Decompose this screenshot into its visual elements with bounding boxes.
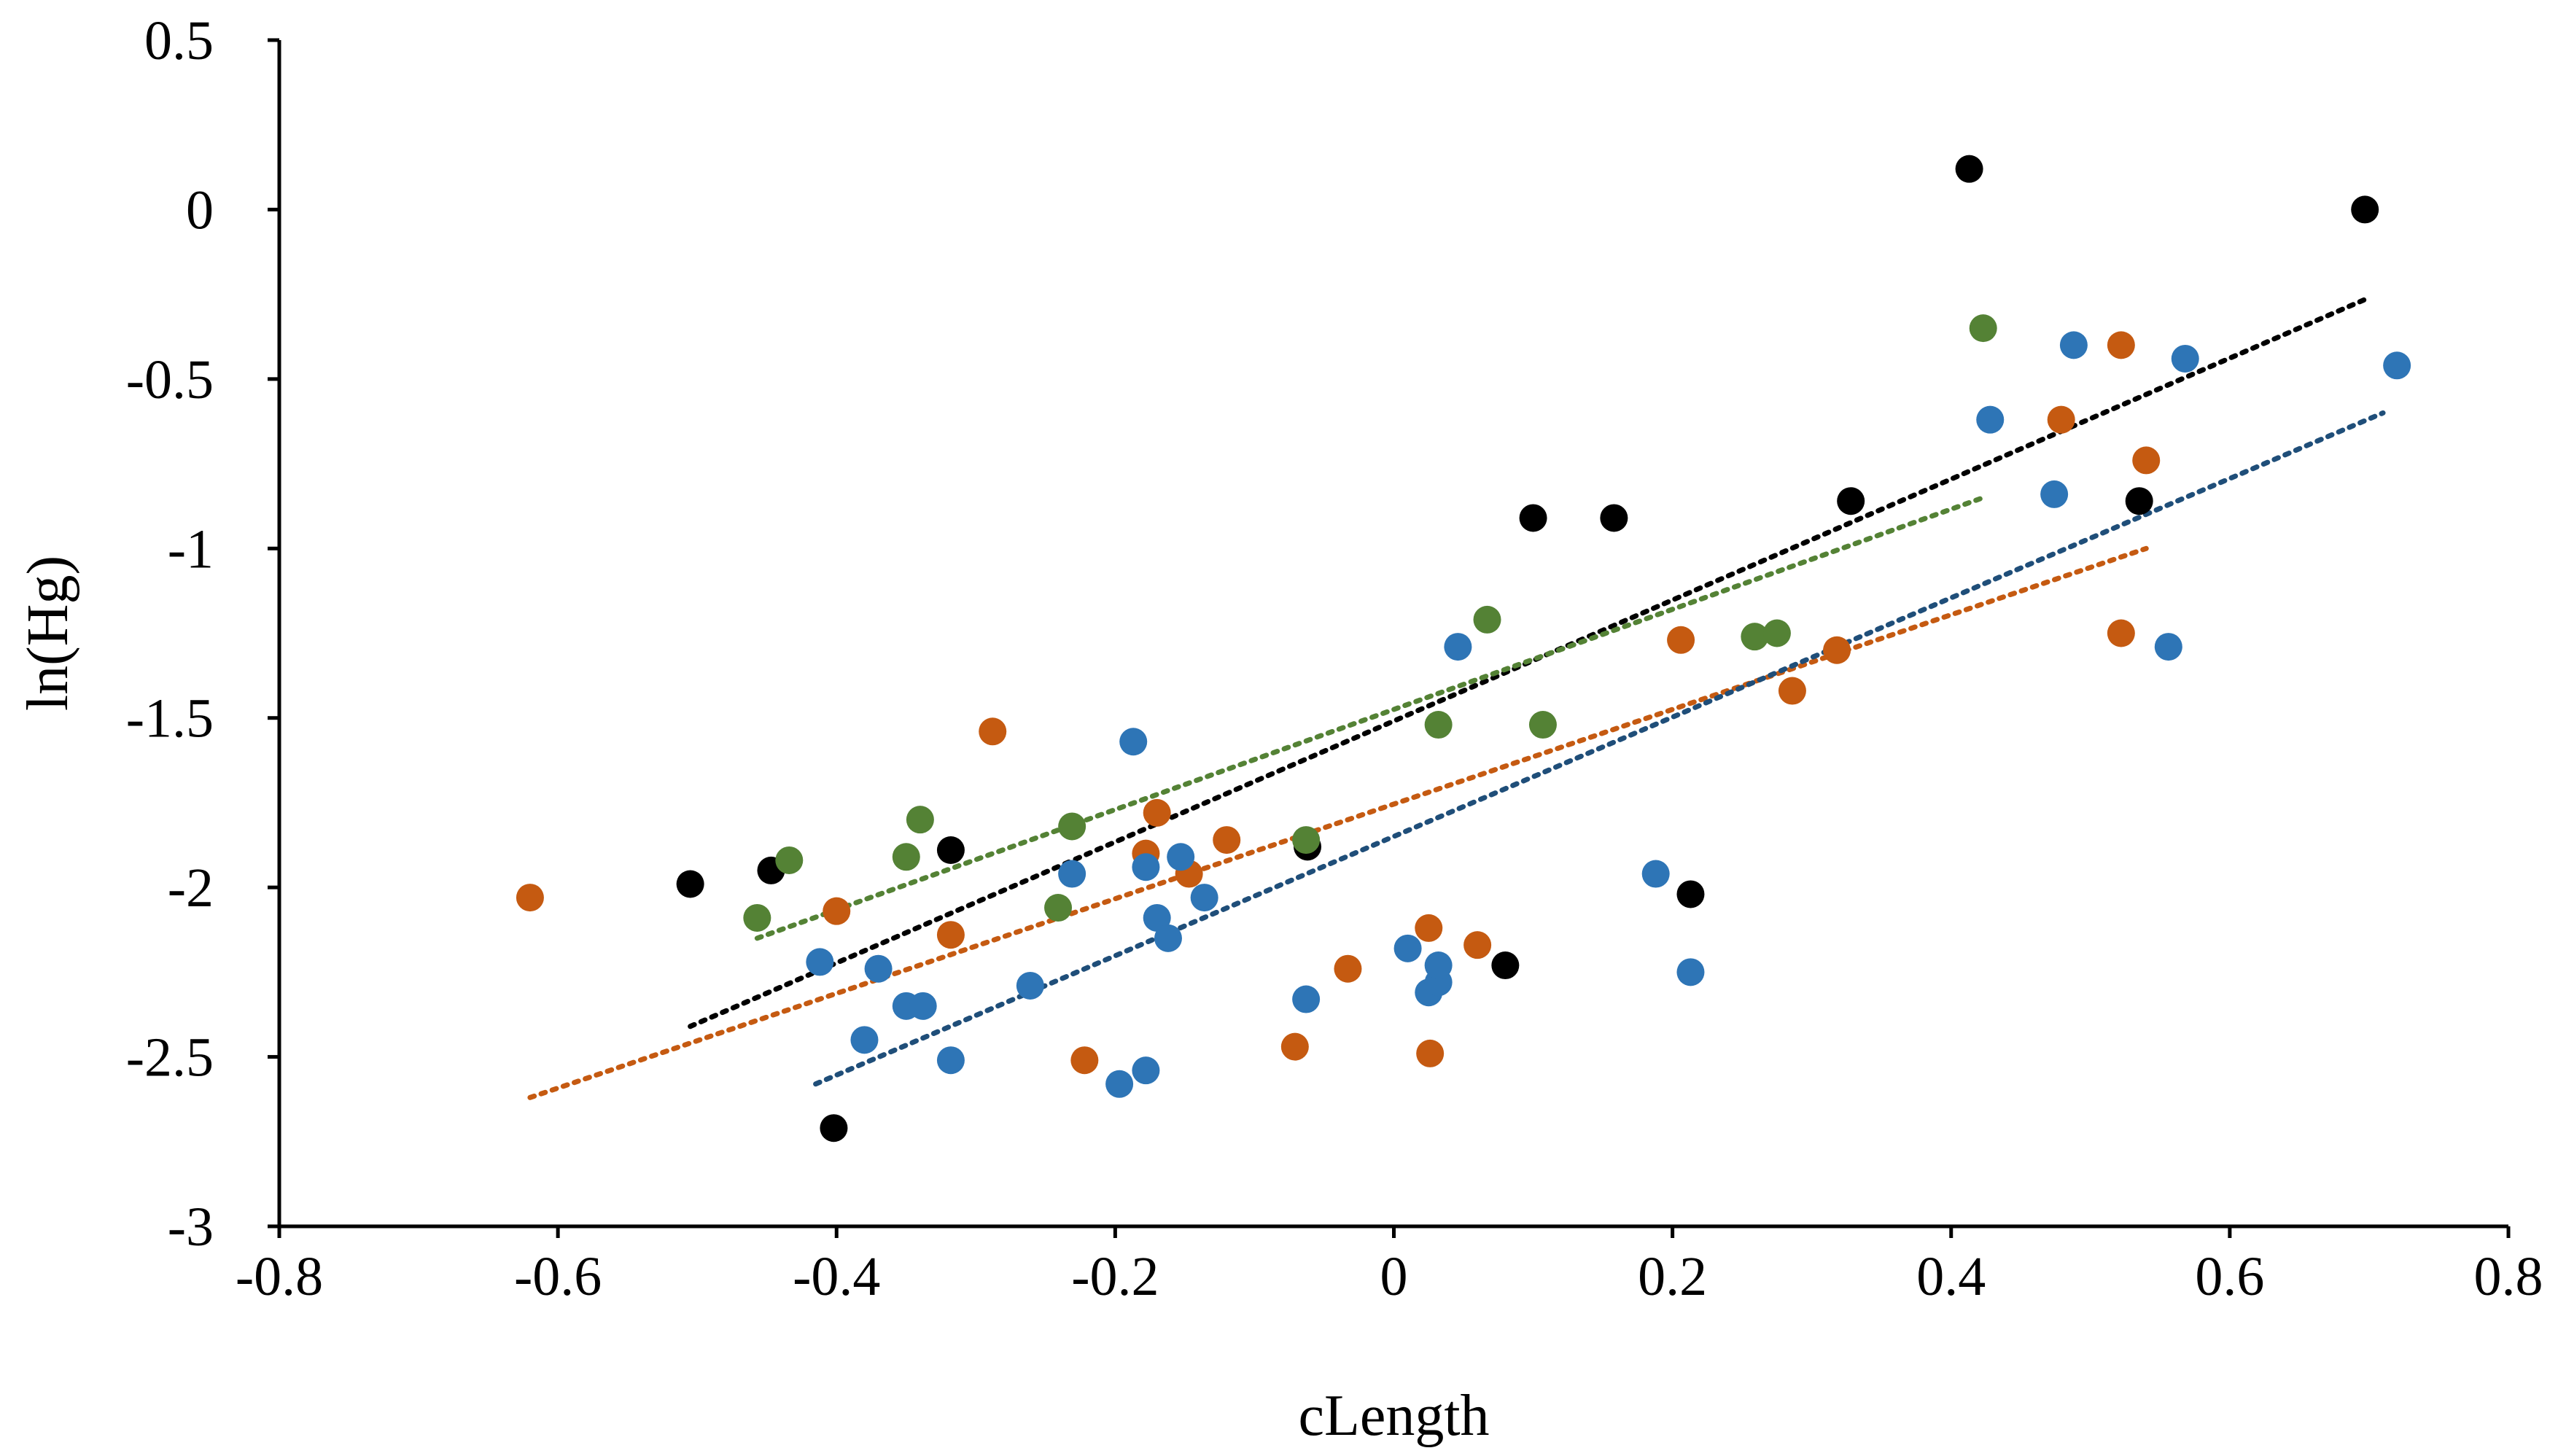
point-green — [743, 903, 771, 932]
point-blue — [1132, 853, 1160, 881]
point-green — [1424, 711, 1453, 739]
point-orange — [1213, 826, 1241, 854]
trendline-blue — [813, 410, 2386, 1087]
x-tick-label: -0.8 — [236, 1246, 323, 1307]
point-orange — [936, 921, 965, 949]
y-tick-label: 0.5 — [144, 10, 214, 71]
point-blue — [1143, 903, 1171, 932]
point-black — [1837, 487, 1865, 515]
y-tick-label: -2 — [168, 857, 214, 919]
point-blue — [1641, 860, 1670, 888]
point-blue — [1393, 934, 1422, 962]
trendlines — [527, 295, 2386, 1100]
point-orange — [2047, 405, 2075, 434]
point-orange — [1463, 931, 1492, 959]
point-black — [2125, 487, 2153, 515]
point-orange — [2107, 331, 2135, 359]
x-tick-label: 0.2 — [1638, 1246, 1707, 1307]
point-blue — [1058, 860, 1086, 888]
point-orange — [1778, 677, 1806, 705]
x-tick-label: 0.6 — [2195, 1246, 2264, 1307]
point-orange — [1334, 954, 1362, 983]
point-blue — [1016, 971, 1044, 1000]
point-orange — [1143, 798, 1171, 827]
point-black — [820, 1114, 848, 1142]
point-blue — [1190, 884, 1218, 912]
data-points — [516, 155, 2411, 1142]
point-green — [1058, 812, 1086, 841]
point-blue — [2154, 633, 2182, 661]
point-orange — [2107, 619, 2135, 647]
point-orange — [1280, 1032, 1309, 1061]
point-orange — [1823, 636, 1851, 664]
point-black — [2351, 195, 2379, 224]
x-tick-label: -0.6 — [514, 1246, 602, 1307]
point-black — [1955, 155, 1983, 183]
point-green — [1292, 826, 1321, 854]
point-orange — [1415, 914, 1443, 942]
point-black — [936, 836, 965, 865]
point-orange — [823, 897, 851, 925]
point-orange — [1070, 1046, 1099, 1075]
point-orange — [979, 717, 1007, 746]
point-blue — [1132, 1056, 1160, 1085]
point-blue — [806, 948, 834, 976]
point-blue — [1976, 405, 2005, 434]
point-green — [892, 843, 920, 871]
point-black — [676, 870, 704, 898]
point-green — [1528, 711, 1557, 739]
x-ticks: -0.8 -0.6 -0.4 -0.2 0 0.2 0.4 0.6 0.8 — [236, 1226, 2543, 1307]
point-orange — [1416, 1039, 1445, 1067]
y-tick-label: -0.5 — [126, 349, 214, 410]
x-tick-label: 0.8 — [2474, 1246, 2543, 1307]
x-axis-title: cLength — [1298, 1384, 1489, 1448]
point-blue — [1676, 958, 1705, 986]
point-green — [1762, 619, 1791, 647]
y-tick-label: -1 — [168, 518, 214, 580]
point-blue — [1154, 924, 1182, 952]
point-blue — [850, 1026, 879, 1054]
point-green — [1044, 894, 1073, 922]
x-tick-label: 0.4 — [1916, 1246, 1986, 1307]
point-orange — [1667, 626, 1695, 654]
point-blue — [1292, 985, 1321, 1013]
point-black — [1600, 504, 1628, 532]
point-green — [1969, 314, 1997, 343]
y-axis-title: ln(Hg) — [16, 556, 80, 711]
point-green — [1473, 605, 1501, 634]
point-black — [1491, 951, 1520, 980]
axes — [277, 40, 2508, 1229]
point-blue — [1105, 1070, 1134, 1098]
point-orange — [516, 884, 544, 912]
y-ticks: 0.5 0 -0.5 -1 -1.5 -2 -2.5 -3 — [126, 10, 279, 1258]
point-blue — [1444, 633, 1472, 661]
trendline-green — [754, 495, 1986, 941]
point-green — [775, 846, 804, 874]
point-black — [1519, 504, 1547, 532]
point-blue — [1167, 843, 1195, 871]
point-black — [1676, 880, 1705, 908]
point-blue — [936, 1046, 965, 1075]
x-tick-label: 0 — [1380, 1246, 1408, 1307]
y-tick-label: -1.5 — [126, 688, 214, 750]
point-blue — [1424, 951, 1453, 980]
point-blue — [2383, 351, 2411, 380]
y-tick-label: -2.5 — [126, 1027, 214, 1089]
y-tick-label: -3 — [168, 1196, 214, 1258]
x-tick-label: -0.4 — [793, 1246, 880, 1307]
point-blue — [1119, 728, 1148, 756]
y-tick-label: 0 — [186, 179, 214, 241]
point-blue — [2059, 331, 2088, 359]
trendline-orange — [527, 545, 2149, 1100]
point-blue — [2040, 480, 2069, 508]
point-blue — [909, 992, 937, 1020]
point-green — [1741, 623, 1769, 651]
point-blue — [2171, 344, 2199, 373]
point-green — [906, 806, 934, 834]
point-blue — [864, 954, 893, 983]
x-tick-label: -0.2 — [1071, 1246, 1159, 1307]
point-orange — [2132, 446, 2161, 475]
